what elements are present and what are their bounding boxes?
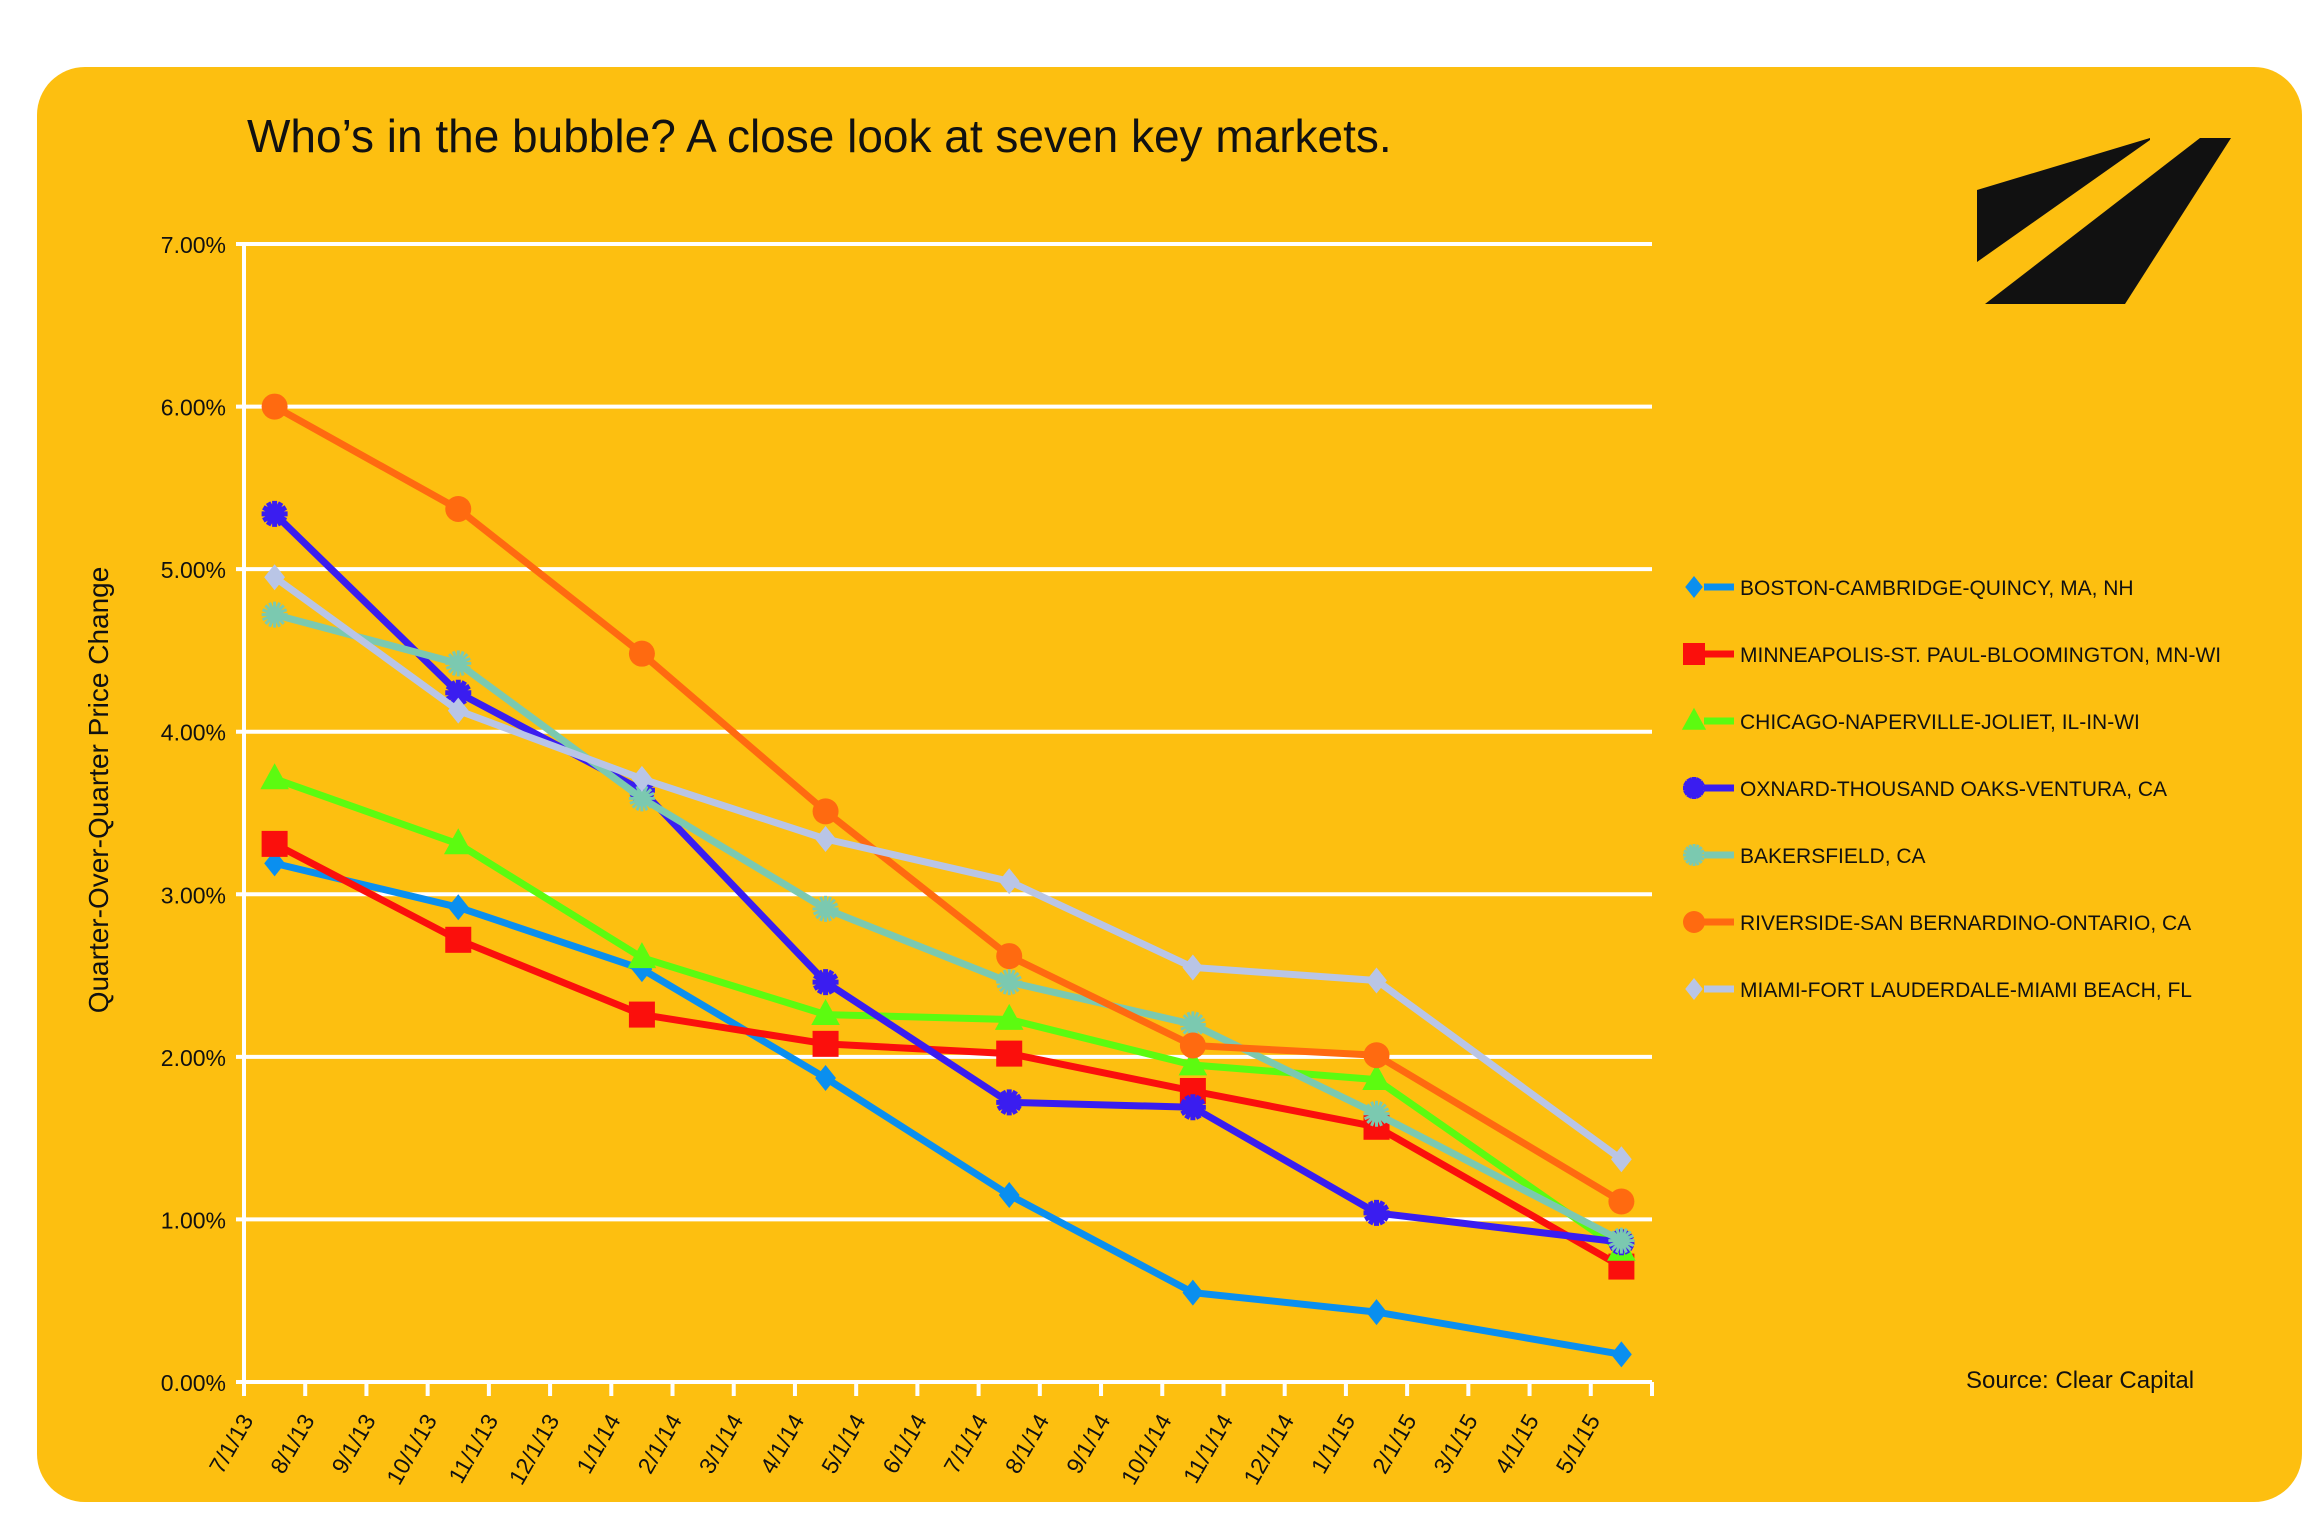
diamond-marker	[1610, 1341, 1632, 1368]
series-6	[264, 564, 1632, 1173]
y-tick-label: 5.00%	[161, 557, 226, 583]
star-marker	[445, 650, 472, 677]
y-tick-label: 3.00%	[161, 882, 226, 908]
star-marker	[1683, 844, 1705, 866]
star-marker	[1363, 1100, 1390, 1127]
series-line	[272, 574, 1624, 1163]
y-tick-label: 6.00%	[161, 395, 226, 421]
y-tick-label: 4.00%	[161, 720, 226, 746]
legend-label: MIAMI-FORT LAUDERDALE-MIAMI BEACH, FL	[1740, 979, 2192, 1002]
triangle-marker	[627, 942, 657, 969]
circle-marker	[1179, 1032, 1206, 1059]
circle-marker	[812, 798, 839, 825]
square-marker	[1683, 643, 1705, 665]
y-tick-label: 0.00%	[161, 1370, 226, 1396]
legend-item: OXNARD-THOUSAND OAKS-VENTURA, CA	[1683, 777, 2167, 801]
triangle-marker	[443, 828, 473, 855]
diamond-marker	[1182, 954, 1204, 981]
series-3	[261, 500, 1635, 1256]
legend-item: MIAMI-FORT LAUDERDALE-MIAMI BEACH, FL	[1685, 978, 2192, 1002]
legend-label: OXNARD-THOUSAND OAKS-VENTURA, CA	[1740, 778, 2167, 801]
diamond-marker	[1366, 1299, 1387, 1326]
legend-label: BAKERSFIELD, CA	[1740, 845, 1926, 868]
diamond-marker	[815, 826, 836, 853]
diamond-marker	[447, 697, 469, 724]
triangle-marker	[811, 998, 840, 1025]
series-line	[272, 511, 1622, 1246]
circle-marker	[996, 943, 1023, 970]
asterisk-marker	[261, 500, 288, 527]
asterisk-marker	[1179, 1094, 1206, 1121]
legend-label: CHICAGO-NAPERVILLE-JOLIET, IL-IN-WI	[1740, 711, 2140, 734]
circle-marker	[1608, 1188, 1635, 1215]
diamond-marker	[1182, 1279, 1204, 1306]
y-tick-label: 1.00%	[161, 1207, 226, 1233]
diamond-marker	[264, 850, 286, 877]
diamond-marker	[815, 1064, 836, 1091]
series-line	[273, 859, 1622, 1358]
circle-marker	[1363, 1042, 1390, 1069]
circle-marker	[261, 393, 288, 420]
legend-item: MINNEAPOLIS-ST. PAUL-BLOOMINGTON, MN-WI	[1683, 643, 2221, 667]
legend-item: CHICAGO-NAPERVILLE-JOLIET, IL-IN-WI	[1681, 707, 2140, 734]
triangle-marker	[994, 1003, 1024, 1030]
asterisk-marker	[1683, 777, 1705, 799]
square-marker	[812, 1030, 839, 1057]
star-marker	[1608, 1227, 1635, 1254]
diamond-marker	[631, 765, 653, 792]
source-note: Source: Clear Capital	[1966, 1367, 2194, 1394]
diamond-marker	[1685, 978, 1703, 1000]
star-marker	[1179, 1011, 1206, 1038]
triangle-marker	[260, 763, 289, 790]
logo-icon	[1977, 138, 2231, 304]
series-line	[272, 840, 1624, 1270]
diamond-marker	[998, 868, 1020, 895]
triangle-marker	[1362, 1064, 1391, 1091]
series-line	[273, 775, 1624, 1254]
triangle-marker	[1178, 1049, 1208, 1076]
star-marker	[812, 895, 839, 922]
legend-item: RIVERSIDE-SAN BERNARDINO-ONTARIO, CA	[1683, 911, 2191, 935]
square-marker	[261, 830, 288, 857]
chart-title: Who’s in the bubble? A close look at sev…	[247, 110, 1392, 162]
y-tick-label: 2.00%	[161, 1045, 226, 1071]
diamond-marker	[1610, 1146, 1632, 1173]
diamond-marker	[998, 1182, 1020, 1209]
legend-item: BAKERSFIELD, CA	[1683, 844, 1926, 868]
diamond-marker	[1685, 576, 1703, 598]
star-marker	[261, 601, 288, 628]
star-marker	[628, 785, 655, 812]
legend-label: RIVERSIDE-SAN BERNARDINO-ONTARIO, CA	[1740, 912, 2191, 935]
series-line	[272, 403, 1624, 1205]
y-tick-label: 7.00%	[161, 232, 226, 258]
asterisk-marker	[996, 1089, 1023, 1116]
y-axis-label: Quarter-Over-Quarter Price Change	[83, 567, 114, 1014]
square-marker	[628, 1001, 655, 1028]
asterisk-marker	[812, 969, 839, 996]
series-line	[273, 611, 1624, 1244]
series-1	[261, 830, 1635, 1280]
circle-marker	[628, 640, 655, 667]
legend-label: BOSTON-CAMBRIDGE-QUINCY, MA, NH	[1740, 577, 2134, 600]
chart-card	[37, 67, 2302, 1502]
asterisk-marker	[1363, 1199, 1390, 1226]
series-5	[261, 393, 1635, 1215]
square-marker	[996, 1040, 1023, 1067]
diamond-marker	[447, 894, 469, 921]
square-marker	[445, 926, 472, 953]
legend-item: BOSTON-CAMBRIDGE-QUINCY, MA, NH	[1685, 576, 2134, 600]
series-4	[261, 601, 1635, 1254]
star-marker	[996, 969, 1023, 996]
triangle-marker	[1681, 707, 1707, 730]
diamond-marker	[264, 564, 286, 591]
circle-marker	[1683, 911, 1705, 933]
diamond-marker	[1366, 967, 1387, 994]
series-2	[260, 763, 1636, 1261]
legend-label: MINNEAPOLIS-ST. PAUL-BLOOMINGTON, MN-WI	[1740, 644, 2221, 667]
circle-marker	[445, 495, 472, 522]
asterisk-marker	[445, 679, 472, 706]
